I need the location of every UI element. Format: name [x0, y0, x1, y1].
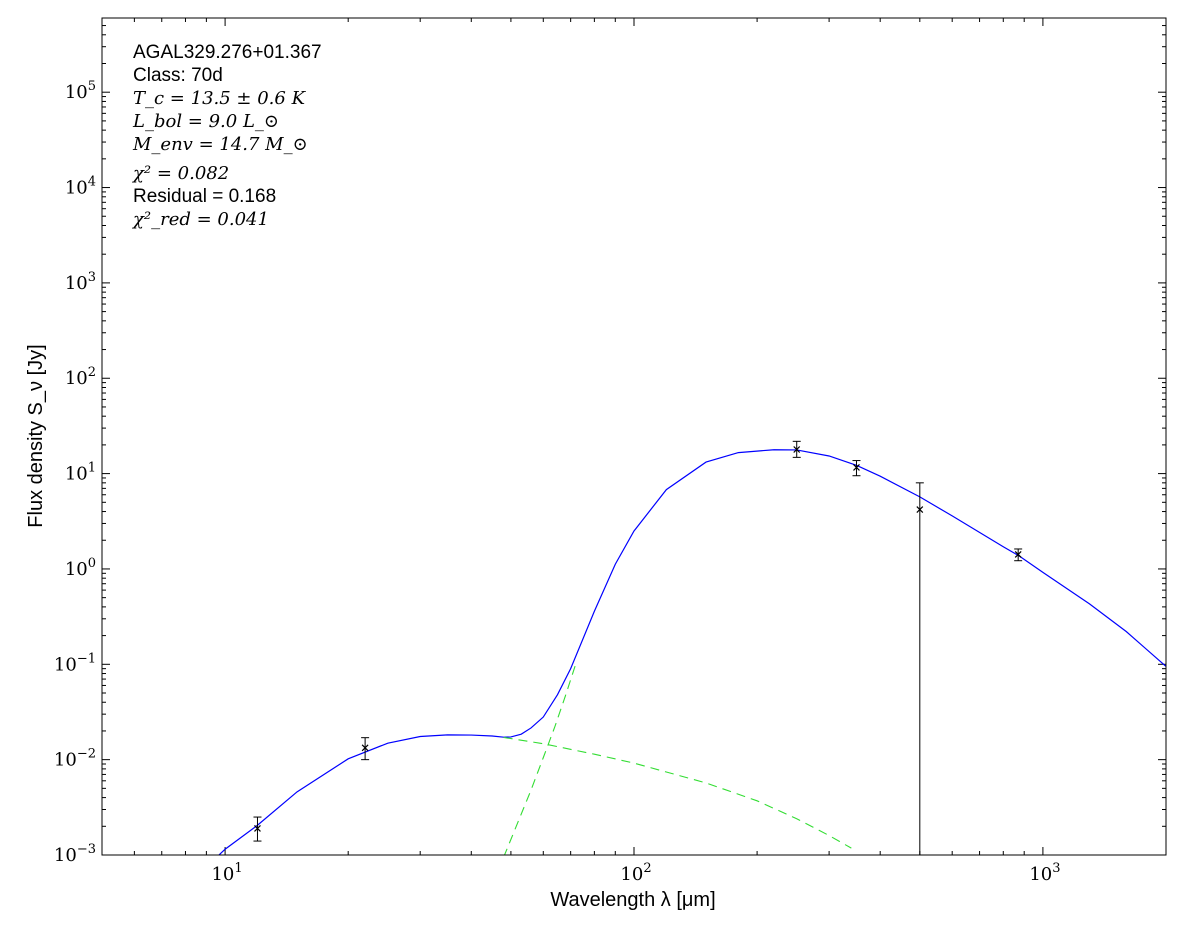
series-layer — [218, 449, 1166, 855]
annotation-residual: Residual = 0.168 — [133, 186, 276, 207]
data-point — [915, 482, 924, 855]
model-component-line-1 — [503, 664, 577, 855]
y-axis-label: Flux density S_ν [Jy] — [25, 344, 47, 527]
point-marker — [1014, 551, 1022, 558]
axis-ticks — [101, 17, 1167, 856]
point-marker — [254, 824, 261, 832]
model-component-line-2 — [503, 736, 852, 849]
x-tick-label: 101 — [211, 861, 242, 885]
plot-area — [218, 440, 1166, 855]
model-total-line — [218, 449, 1166, 855]
y-tick-label: 10−1 — [54, 651, 96, 675]
point-marker — [793, 446, 801, 453]
data-point — [852, 460, 861, 477]
data-point — [1014, 548, 1023, 562]
x-tick-label: 103 — [1029, 861, 1060, 885]
annotation-chi2: χ² = 0.082 — [131, 163, 229, 184]
annotation-lbol: L_bol = 9.0 L_⊙ — [132, 111, 279, 132]
annotation-menv: M_env = 14.7 M_⊙ — [132, 134, 308, 155]
annotation-tc: T_c = 13.5 ± 0.6 K — [133, 88, 307, 109]
plot-frame — [101, 17, 1167, 856]
data-point — [253, 816, 262, 842]
data-points-layer — [253, 440, 1023, 855]
annotation-class: Class: 70d — [133, 65, 223, 86]
y-tick-label: 100 — [65, 556, 96, 580]
y-tick-label: 105 — [65, 79, 96, 103]
x-tick-label: 102 — [620, 861, 651, 885]
point-marker — [853, 464, 860, 471]
y-tick-label: 10−3 — [54, 842, 96, 866]
tick-labels: 101 102 103 10−3 10−2 10−1 100 101 102 103 104 105 — [54, 79, 1061, 885]
y-tick-label: 10−2 — [54, 747, 96, 771]
data-point — [361, 737, 370, 761]
y-tick-label: 103 — [65, 270, 96, 294]
annotation-chi2red: χ²_red = 0.041 — [131, 209, 269, 230]
point-marker — [361, 744, 369, 752]
y-tick-label: 102 — [65, 365, 96, 389]
data-point — [792, 440, 801, 458]
annotation-block: AGAL329.276+01.367 Class: 70d T_c = 13.5… — [131, 42, 322, 230]
annotation-source: AGAL329.276+01.367 — [133, 42, 322, 63]
y-tick-label: 104 — [65, 175, 96, 199]
point-marker — [916, 506, 924, 513]
x-axis-label: Wavelength λ [μm] — [550, 889, 715, 911]
y-tick-label: 101 — [65, 461, 96, 485]
